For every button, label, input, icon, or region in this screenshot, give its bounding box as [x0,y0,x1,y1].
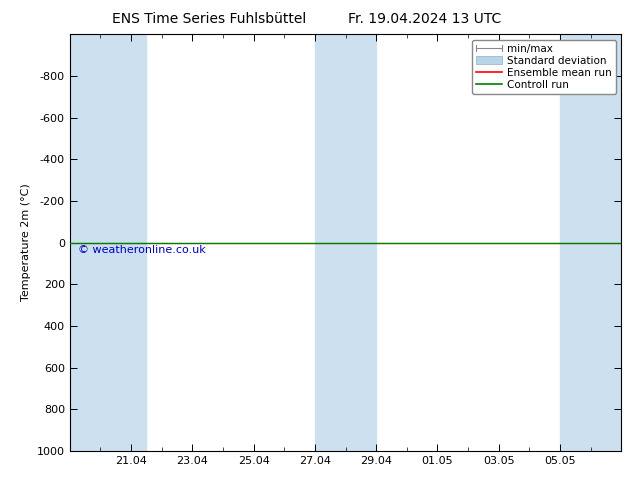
Bar [560,34,621,451]
Legend: min/max, Standard deviation, Ensemble mean run, Controll run: min/max, Standard deviation, Ensemble me… [472,40,616,94]
Y-axis label: Temperature 2m (°C): Temperature 2m (°C) [22,184,31,301]
Bar [70,34,146,451]
Text: © weatheronline.co.uk: © weatheronline.co.uk [78,245,206,255]
Text: Fr. 19.04.2024 13 UTC: Fr. 19.04.2024 13 UTC [348,12,501,26]
Bar [315,34,376,451]
Text: ENS Time Series Fuhlsbüttel: ENS Time Series Fuhlsbüttel [112,12,306,26]
